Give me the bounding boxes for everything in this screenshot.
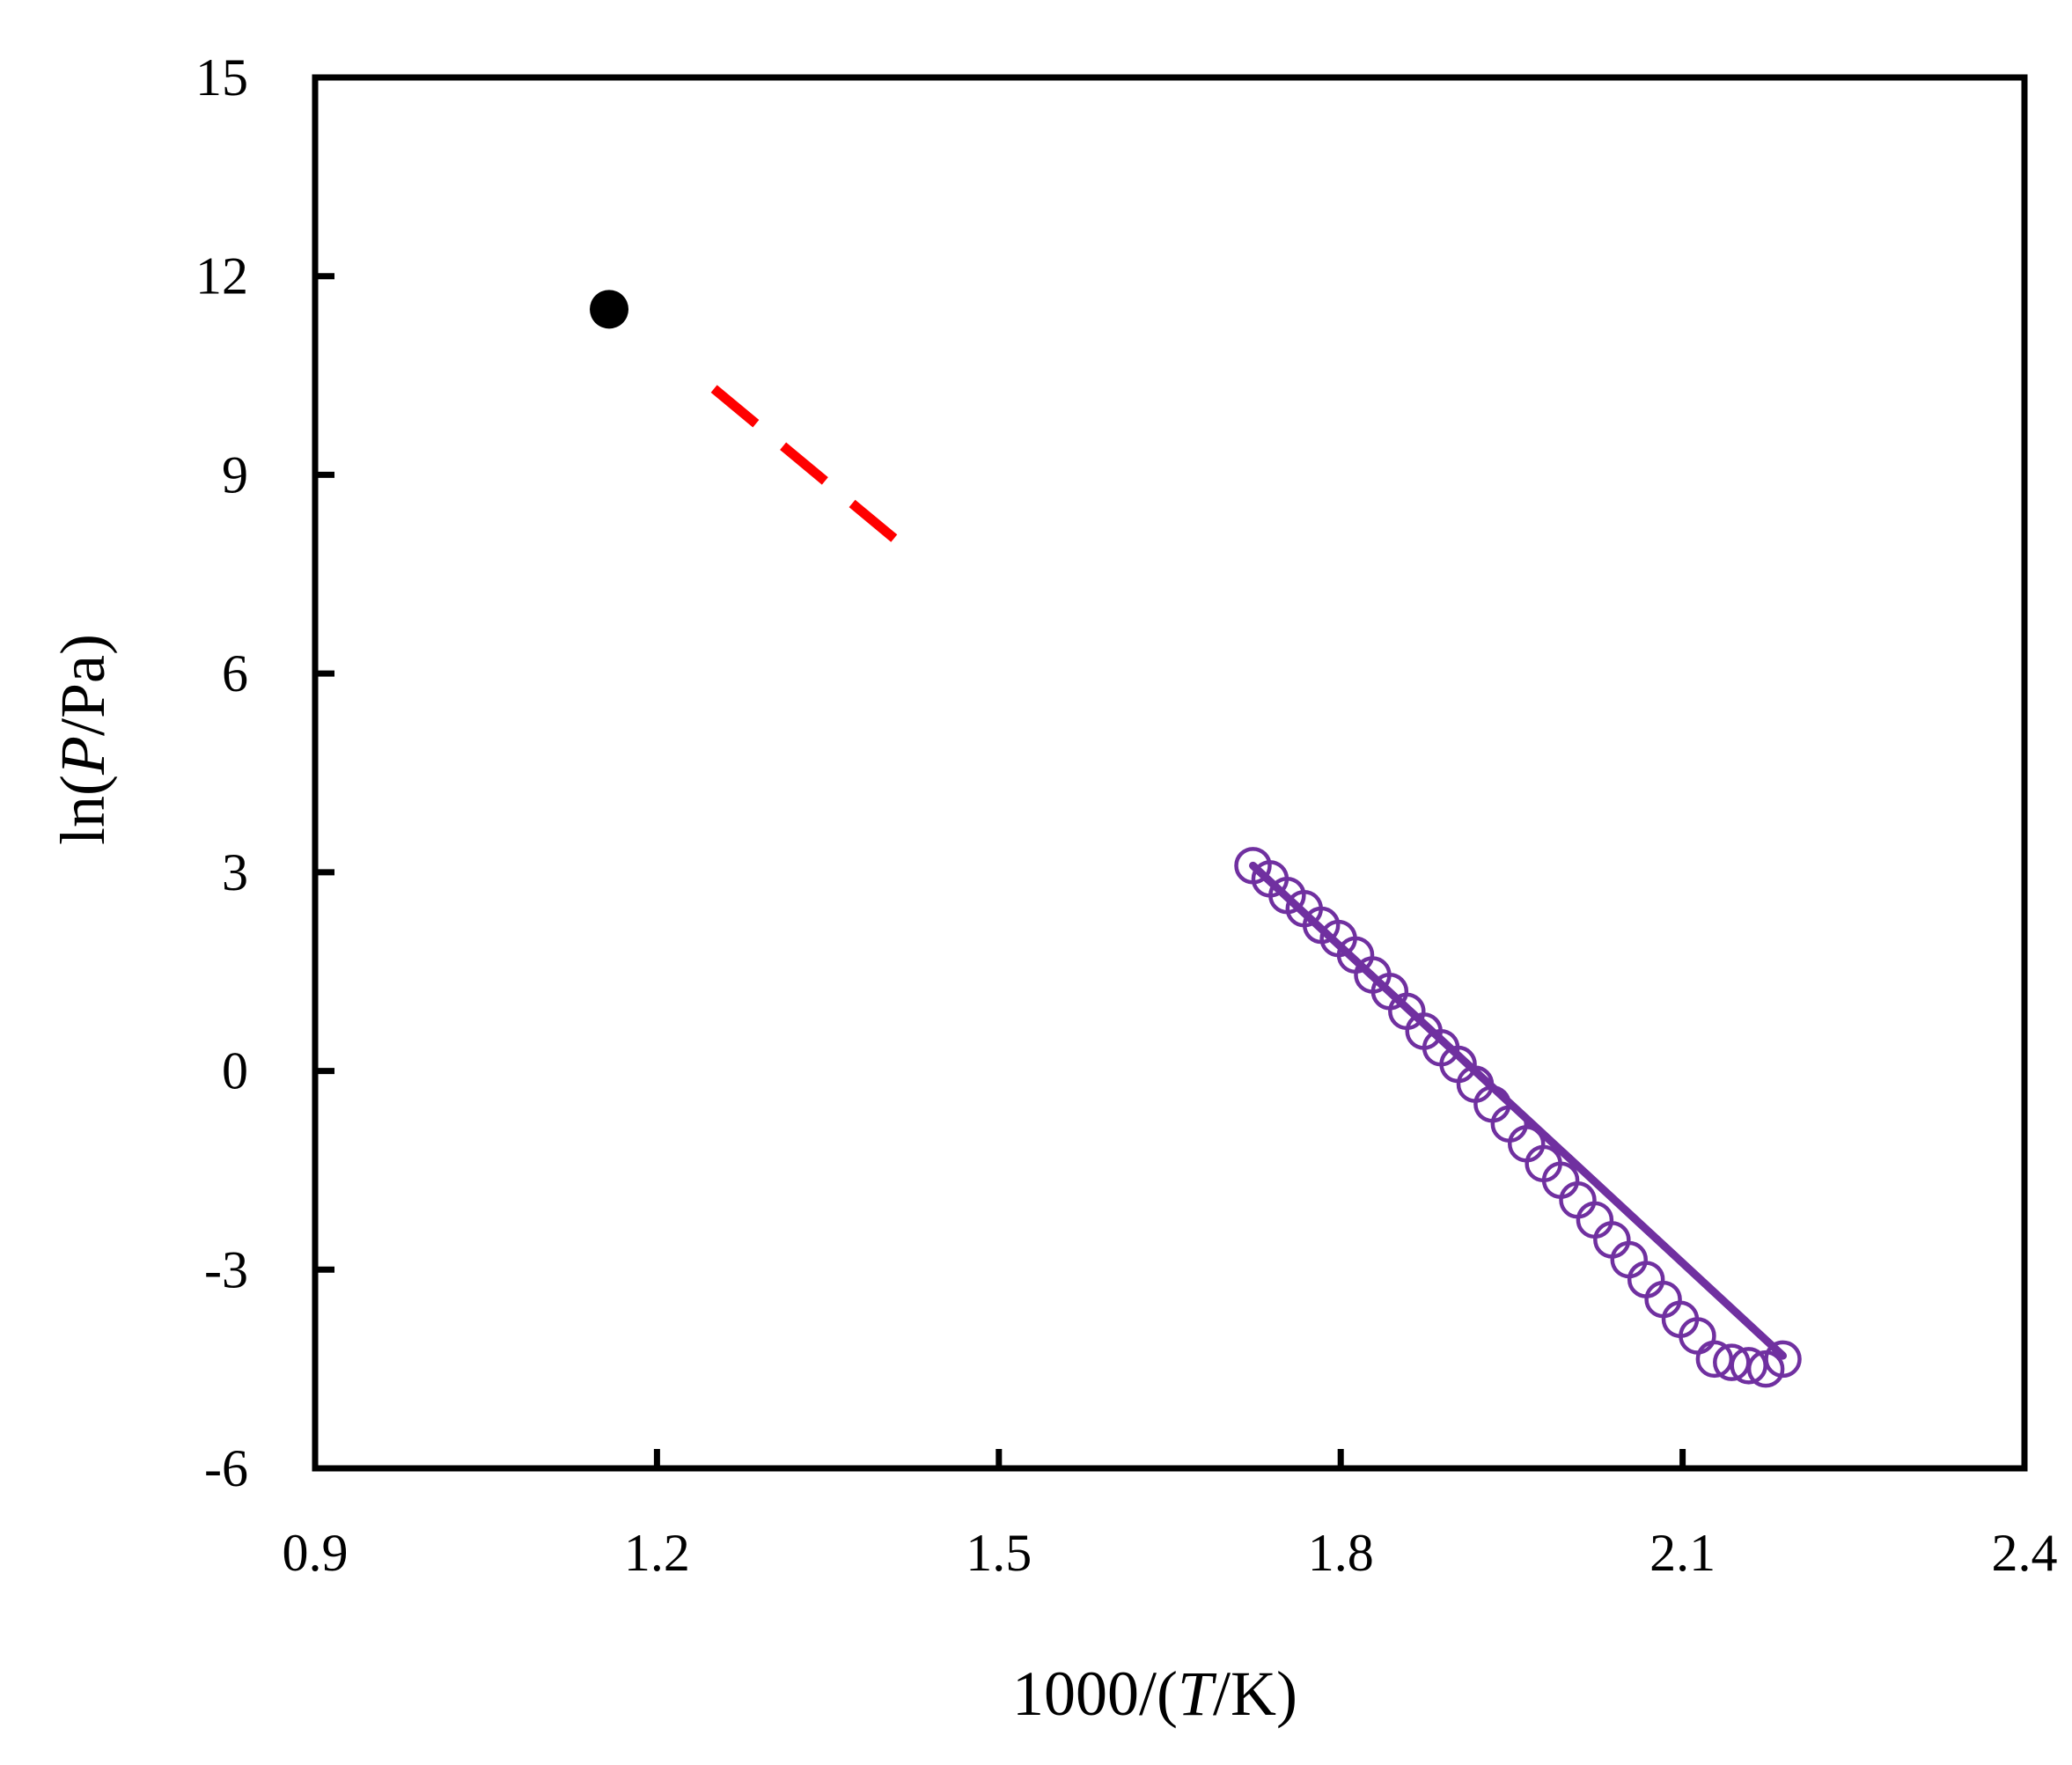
y-tick-label: 3: [222, 843, 248, 901]
x-tick-label: 1.2: [624, 1524, 690, 1582]
black-data-point: [590, 290, 629, 329]
purple-data-point: [1559, 1181, 1597, 1219]
y-tick-label: 12: [195, 247, 248, 305]
y-tick-label: -3: [204, 1240, 248, 1298]
y-tick-label: 0: [222, 1042, 248, 1100]
y-tick-label: 9: [222, 445, 248, 504]
y-tick-label: 6: [222, 644, 248, 702]
axis-ticks: 0.9 1.2 1.5 1.8 2.1 2.4 -6 -3 0 3 6 9 12 15: [195, 48, 2058, 1582]
dashed-red-line: [710, 385, 917, 558]
purple-data-point: [1627, 1261, 1665, 1298]
x-tick-label: 2.1: [1650, 1524, 1716, 1582]
x-tick-label: 1.8: [1308, 1524, 1374, 1582]
purple-data-point: [1593, 1221, 1631, 1259]
plot-marks: [590, 290, 1802, 1388]
y-axis-label: ln(P/Pa): [48, 634, 118, 845]
x-tick-label: 1.5: [966, 1524, 1032, 1582]
y-tick-label: -6: [204, 1439, 248, 1497]
purple-fit-line: [1249, 861, 1788, 1360]
purple-data-point: [1610, 1240, 1649, 1279]
purple-data-point: [1576, 1201, 1614, 1239]
x-tick-label: 0.9: [283, 1524, 349, 1582]
purple-data-point: [1644, 1280, 1682, 1319]
plot-frame: [312, 74, 2028, 1472]
x-axis-label: 1000/(T/K): [1012, 1658, 1297, 1729]
y-tick-label: 15: [195, 48, 248, 107]
purple-data-point: [1764, 1340, 1802, 1379]
x-tick-label: 2.4: [1992, 1524, 2058, 1582]
